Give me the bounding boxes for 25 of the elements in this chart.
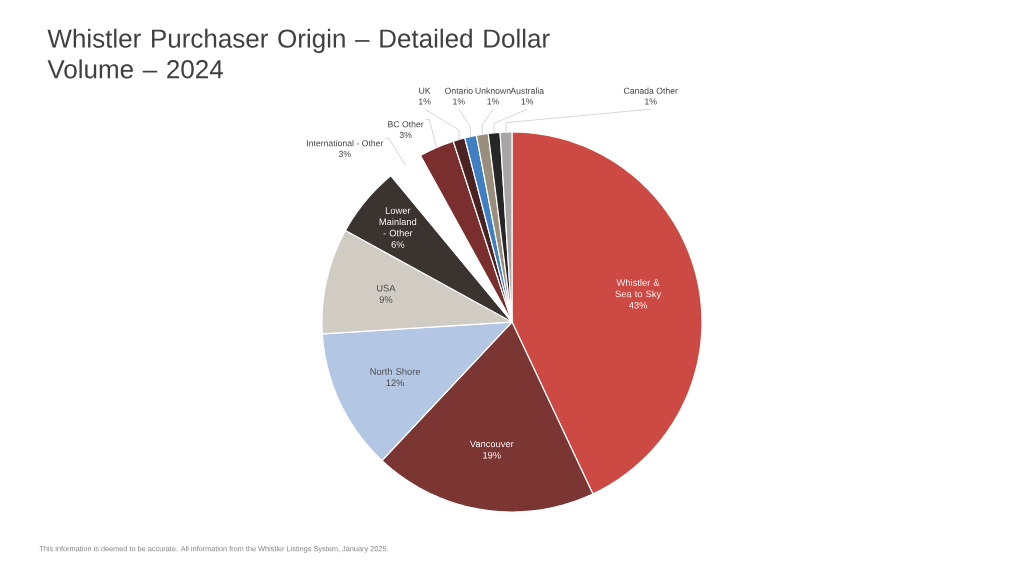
data-label: 1% <box>487 98 499 105</box>
slice-label: Vancouver <box>469 440 514 448</box>
slice-label: Ontario <box>445 87 473 94</box>
data-label: 1% <box>453 98 465 105</box>
slice-label: International - Other <box>307 139 384 147</box>
slice-label: USA <box>377 284 396 292</box>
data-label: 6% <box>391 241 405 248</box>
data-label: 3% <box>338 150 351 157</box>
data-label: 1% <box>419 98 431 105</box>
data-label: 3% <box>399 131 412 138</box>
slice-label: BC Other <box>388 120 424 128</box>
slice-label: UK <box>419 87 431 94</box>
slice-label: Lower Mainland - Other <box>379 207 417 237</box>
slice-label: Canada Other <box>623 87 678 94</box>
data-label: 19% <box>483 451 501 459</box>
slice-label: Unknown <box>475 87 511 94</box>
data-label: 43% <box>628 301 648 309</box>
data-label: 12% <box>386 379 405 387</box>
slice-label: Australia <box>510 87 545 94</box>
slice-label: North Shore <box>370 367 421 375</box>
data-label: 9% <box>379 296 393 303</box>
data-label: 1% <box>645 98 657 105</box>
data-label: 1% <box>521 98 534 105</box>
slice-label: Whistler & Sea to Sky <box>615 279 662 300</box>
chart-title: Whistler Purchaser Origin – Detailed Dollar Volume – 2024 <box>47 28 550 79</box>
